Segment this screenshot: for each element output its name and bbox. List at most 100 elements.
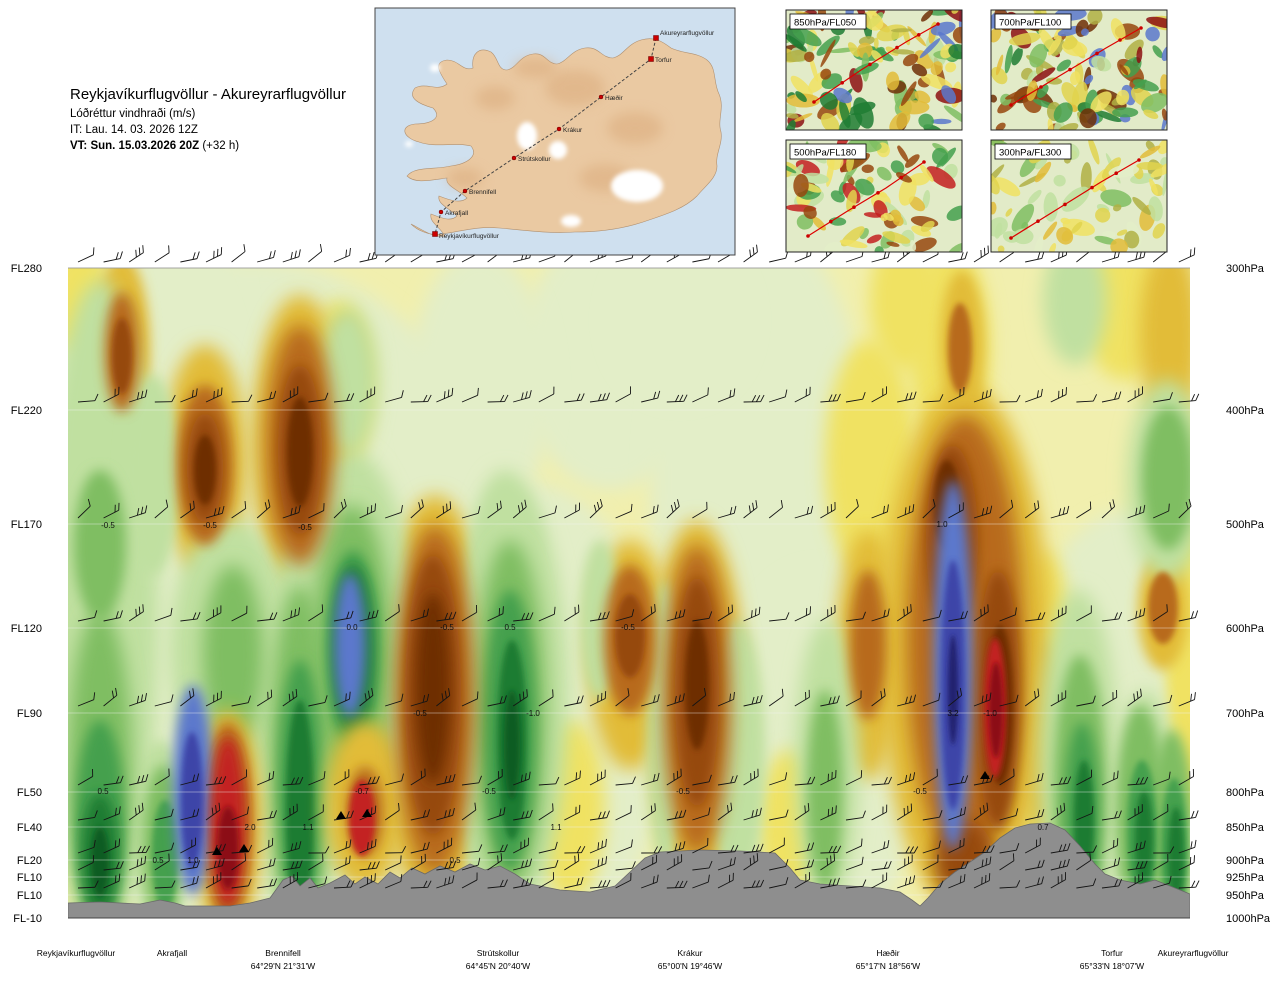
wind-barb: [973, 604, 989, 622]
wind-barb: [513, 390, 532, 403]
wind-barb: [410, 841, 430, 854]
wind-barb: [77, 498, 91, 519]
waypoint-label: Torfur: [655, 57, 672, 64]
map-relief: [475, 86, 515, 110]
wind-barb: [205, 802, 221, 821]
wind-barb: [154, 245, 170, 263]
wind-barb: [129, 873, 146, 889]
wind-barb: [999, 394, 1021, 403]
wind-barb: [820, 502, 836, 519]
minimap-route-dot: [840, 81, 844, 85]
wind-barb: [768, 500, 783, 519]
wind-barb: [820, 770, 837, 786]
contour-value-label: 1.1: [550, 823, 562, 832]
contour-value-label: -0.5: [203, 521, 217, 530]
wind-barb: [692, 837, 709, 854]
wind-barb: [1178, 769, 1194, 786]
minimap-route-dot: [868, 62, 872, 67]
wind-barb: [641, 390, 661, 403]
wind-barb: [461, 604, 478, 622]
pressure-level-label: 900hPa: [1226, 855, 1265, 867]
minimap-500hPa/FL180: 500hPa/FL180: [785, 139, 963, 253]
wind-barb: [717, 604, 733, 622]
wind-barb: [666, 768, 682, 786]
wind-barb: [385, 504, 403, 519]
wind-barb: [103, 861, 124, 871]
wind-field-blob: [685, 620, 709, 750]
wind-barb: [999, 499, 1014, 519]
wind-barb: [282, 386, 299, 403]
wind-barb: [564, 695, 584, 707]
wind-barb: [794, 859, 815, 871]
wind-barb: [1050, 872, 1067, 889]
wind-barb: [1024, 500, 1040, 519]
wind-barb: [103, 806, 121, 821]
wind-barb: [257, 857, 276, 871]
wind-barb: [692, 860, 713, 871]
wind-barb: [845, 879, 867, 889]
wind-barb: [640, 604, 656, 622]
wind-barb: [564, 393, 585, 403]
wind-barb: [538, 505, 557, 519]
flight-level-label: FL50: [17, 787, 42, 799]
wind-barb: [615, 839, 633, 854]
wind-barb: [845, 838, 863, 854]
flight-level-label: FL90: [17, 708, 42, 720]
map-relief: [447, 168, 483, 188]
wind-barb: [256, 499, 271, 519]
wind-barb: [871, 504, 889, 519]
station-name-label: Reykjavíkurflugvöllur: [37, 948, 116, 958]
wind-barb: [538, 872, 554, 889]
wind-barb: [461, 872, 478, 889]
wind-barb: [564, 845, 586, 854]
wind-barb: [1025, 772, 1044, 786]
wind-barb: [128, 245, 144, 263]
wind-barb: [385, 693, 404, 707]
pressure-level-label: 600hPa: [1226, 623, 1265, 635]
wind-barb: [410, 768, 426, 786]
minimap-route-dot: [1063, 202, 1067, 207]
minimap-label-box: [789, 143, 867, 160]
wind-barb: [897, 846, 919, 854]
wind-barb: [666, 880, 688, 889]
wind-field-blob: [1142, 406, 1190, 550]
minimap-route-line: [1010, 159, 1140, 239]
minimap-route-dot: [1095, 51, 1099, 56]
wind-barb: [385, 773, 404, 786]
wind-barb: [77, 692, 96, 707]
minimap-route-dot: [1039, 85, 1043, 89]
wind-barb: [615, 861, 636, 871]
wind-barb: [103, 687, 118, 707]
wind-barb: [461, 691, 479, 707]
wind-barb: [231, 806, 249, 821]
wind-barb: [640, 803, 656, 821]
wind-barb: [1178, 247, 1196, 263]
wind-barb: [333, 247, 351, 263]
waypoint-dot-marker: [462, 188, 468, 194]
wind-barb: [129, 855, 147, 871]
minimap-route-line: [813, 23, 939, 103]
wind-barb: [1050, 776, 1072, 786]
wind-barb: [897, 694, 917, 707]
glacier-icon: [430, 64, 440, 72]
wind-barb: [205, 387, 223, 403]
wind-barb: [666, 609, 686, 622]
wind-barb: [359, 776, 380, 786]
wind-barb: [999, 843, 1020, 854]
wind-barb: [154, 694, 174, 707]
wind-barb: [103, 775, 124, 786]
minimap-label-box: [994, 143, 1072, 160]
wind-barb: [410, 608, 429, 622]
minimap-label-box: [789, 13, 867, 30]
wind-barb: [308, 243, 323, 263]
waypoint-label: Reykjavíkurflugvöllur: [439, 233, 500, 240]
wind-field-blob: [112, 318, 132, 394]
wind-barb: [129, 389, 148, 403]
station-coords-label: 65°17'N 18°56'W: [856, 961, 920, 971]
wind-barb: [410, 880, 432, 889]
wind-barb: [461, 857, 481, 871]
minimap-route-dot: [1068, 67, 1072, 72]
wind-barb: [948, 610, 968, 622]
wind-barb: [666, 854, 683, 871]
minimap-route-dot: [922, 160, 926, 164]
